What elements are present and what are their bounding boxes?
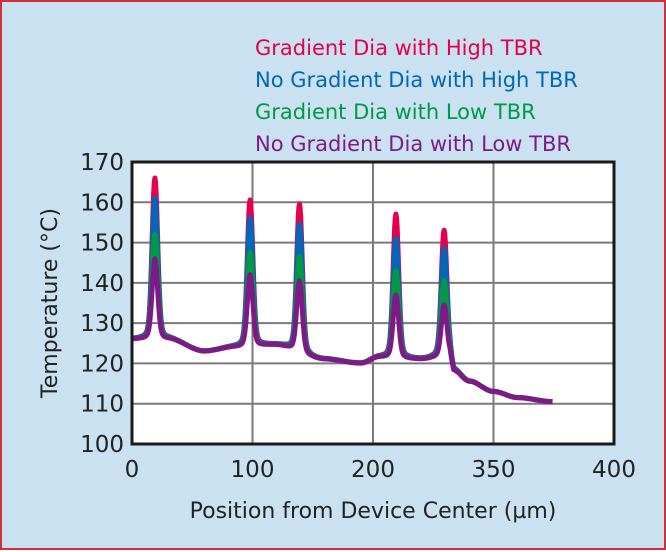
legend: Gradient Dia with High TBR No Gradient D… — [255, 32, 578, 160]
x-tick-label: 100 — [231, 457, 275, 483]
y-tick-label: 140 — [80, 271, 124, 297]
y-tick-label: 130 — [80, 311, 124, 337]
y-tick-label: 120 — [80, 351, 124, 377]
series-line-3 — [130, 256, 555, 405]
y-tick-label: 100 — [80, 432, 124, 458]
x-tick-label: 0 — [125, 457, 140, 483]
y-tick-label: 160 — [80, 190, 124, 216]
legend-entry-2: Gradient Dia with Low TBR — [255, 100, 536, 124]
y-axis-label: Temperature (°C) — [38, 208, 63, 399]
x-axis-label: Position from Device Center (µm) — [190, 499, 557, 524]
plot-frame — [130, 160, 616, 446]
x-tick-label: 200 — [351, 457, 395, 483]
y-tick-label: 170 — [80, 150, 124, 176]
legend-entry-3: No Gradient Dia with Low TBR — [255, 132, 571, 156]
legend-entry-0: Gradient Dia with High TBR — [255, 36, 543, 60]
x-tick-label: 350 — [472, 457, 516, 483]
y-tick-label: 150 — [80, 231, 124, 257]
y-tick-label: 110 — [80, 392, 124, 418]
legend-entry-1: No Gradient Dia with High TBR — [255, 68, 578, 92]
x-tick-label: 400 — [592, 457, 636, 483]
